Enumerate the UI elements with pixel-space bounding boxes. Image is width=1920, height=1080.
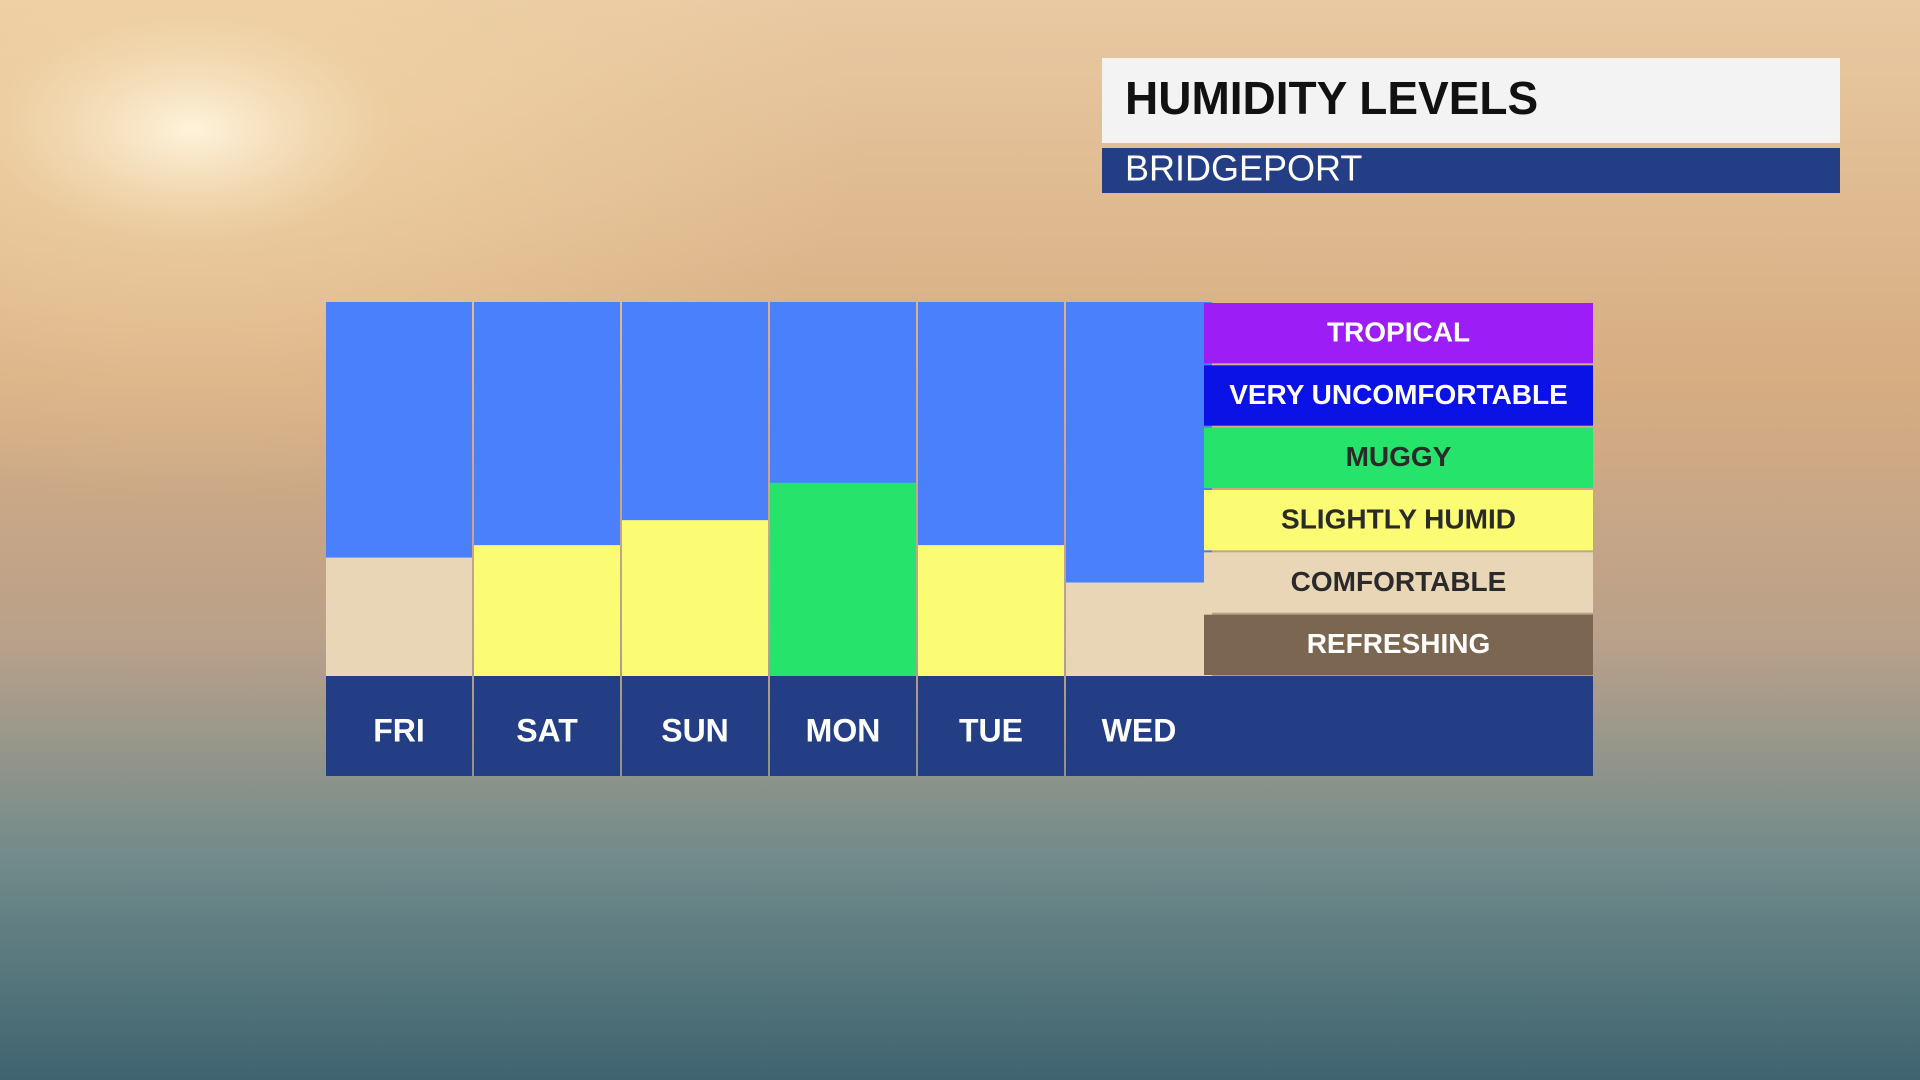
bar [474, 545, 620, 676]
legend-label: TROPICAL [1327, 317, 1470, 348]
bar [918, 545, 1064, 676]
legend-label: REFRESHING [1307, 628, 1491, 659]
chart-title: HUMIDITY LEVELS [1125, 72, 1538, 124]
day-cell [918, 676, 1064, 776]
x-tick-label: FRI [373, 712, 425, 748]
day-cell [770, 676, 916, 776]
legend-label: MUGGY [1346, 441, 1452, 472]
legend-swatch [1204, 303, 1593, 364]
legend-footer [1204, 676, 1593, 776]
title-box [1102, 58, 1840, 143]
day-cell [474, 676, 620, 776]
chart-subtitle: BRIDGEPORT [1125, 148, 1362, 189]
legend-label: SLIGHTLY HUMID [1281, 504, 1516, 535]
bar [622, 520, 768, 676]
day-cell [1066, 676, 1212, 776]
legend-swatch [1204, 490, 1593, 551]
legend-swatch [1204, 365, 1593, 426]
subtitle-box [1102, 148, 1840, 193]
bar [1066, 582, 1212, 676]
x-tick-label: SAT [516, 712, 578, 748]
legend-label: VERY UNCOMFORTABLE [1229, 379, 1568, 410]
x-tick-label: TUE [959, 712, 1023, 748]
day-cell [622, 676, 768, 776]
legend-swatch [1204, 427, 1593, 488]
bar [770, 482, 916, 676]
legend-swatch [1204, 614, 1593, 675]
day-cell [326, 676, 472, 776]
bar [326, 557, 472, 676]
x-tick-label: WED [1102, 712, 1177, 748]
legend-label: COMFORTABLE [1291, 566, 1507, 597]
legend-swatch [1204, 552, 1593, 613]
x-tick-label: SUN [661, 712, 729, 748]
x-tick-label: MON [806, 712, 881, 748]
